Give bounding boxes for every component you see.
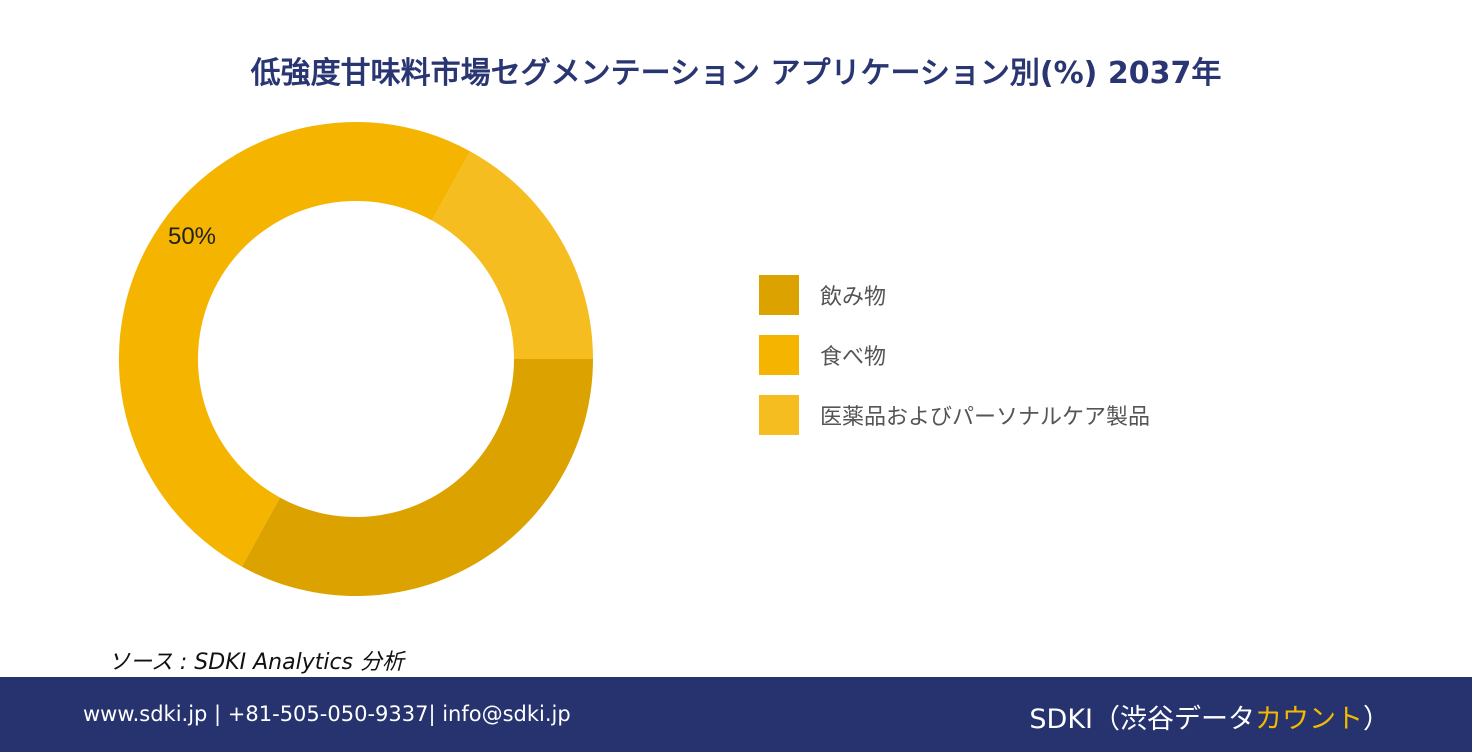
brand-accent: カウント xyxy=(1255,704,1363,735)
slice-pharma-personal-care xyxy=(432,151,593,359)
legend-swatch-pharma-personal-care xyxy=(759,395,799,435)
donut-chart: 50% xyxy=(118,121,593,596)
slice-beverages xyxy=(241,359,593,596)
legend: 飲み物 食べ物 医薬品およびパーソナルケア製品 xyxy=(759,275,1150,455)
footer-bar: www.sdki.jp | +81-505-050-9337| info@sdk… xyxy=(0,677,1472,752)
brand-main: SDKI（渋谷データ xyxy=(1029,704,1255,735)
source-note: ソース : SDKI Analytics 分析 xyxy=(108,650,405,675)
legend-label-beverages: 飲み物 xyxy=(820,285,887,310)
footer-brand: SDKI（渋谷データカウント） xyxy=(1029,697,1390,736)
legend-item-pharma-personal-care: 医薬品およびパーソナルケア製品 xyxy=(759,395,1150,435)
legend-label-food: 食べ物 xyxy=(820,345,887,370)
slice-food xyxy=(118,121,471,567)
legend-item-food: 食べ物 xyxy=(759,335,1150,375)
brand-close: ） xyxy=(1363,704,1390,735)
data-label-food: 50% xyxy=(168,223,216,250)
legend-item-beverages: 飲み物 xyxy=(759,275,1150,315)
chart-title: 低強度甘味料市場セグメンテーション アプリケーション別(%) 2037年 xyxy=(250,56,1222,91)
legend-label-pharma-personal-care: 医薬品およびパーソナルケア製品 xyxy=(820,405,1151,430)
legend-swatch-beverages xyxy=(759,275,799,315)
legend-swatch-food xyxy=(759,335,799,375)
footer-contact: www.sdki.jp | +81-505-050-9337| info@sdk… xyxy=(83,702,571,726)
